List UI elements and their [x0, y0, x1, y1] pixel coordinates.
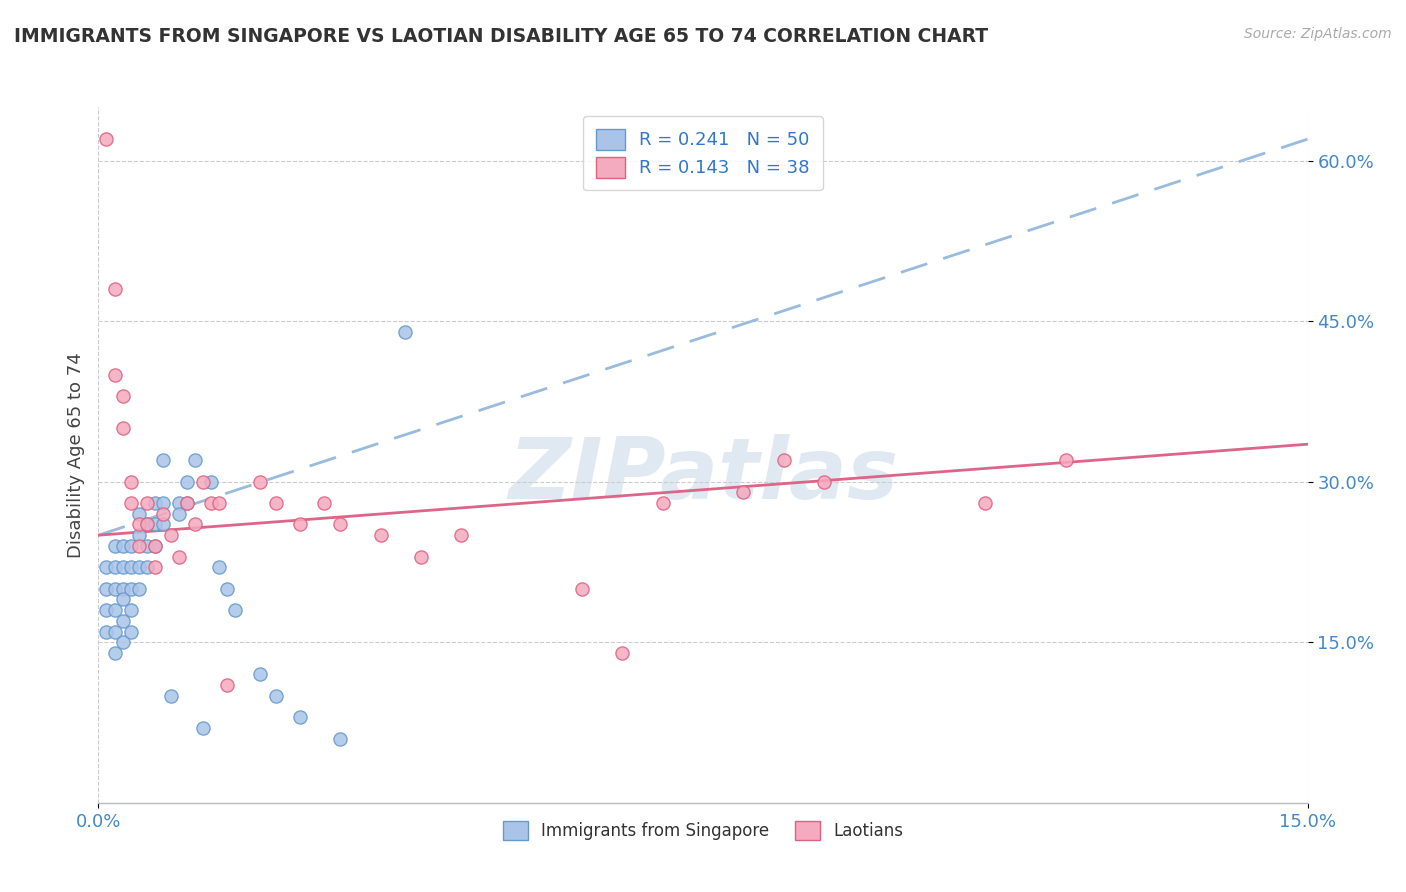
Point [329, 731, 352, 746]
Point [111, 539, 134, 553]
Point [120, 560, 142, 574]
Point [128, 507, 150, 521]
Point [571, 582, 593, 596]
Point [128, 582, 150, 596]
Point [96, 603, 118, 617]
Point [193, 721, 215, 735]
Point [120, 624, 142, 639]
Legend: Immigrants from Singapore, Laotians: Immigrants from Singapore, Laotians [496, 814, 910, 847]
Point [160, 528, 183, 542]
Point [314, 496, 336, 510]
Point [1054, 453, 1077, 467]
Point [103, 368, 125, 382]
Point [103, 560, 125, 574]
Point [143, 539, 166, 553]
Point [224, 603, 246, 617]
Point [103, 539, 125, 553]
Point [733, 485, 755, 500]
Text: ZIPatlas: ZIPatlas [508, 434, 898, 517]
Point [249, 475, 271, 489]
Point [111, 421, 134, 435]
Point [111, 389, 134, 403]
Point [96, 560, 118, 574]
Point [651, 496, 673, 510]
Point [120, 475, 142, 489]
Y-axis label: Disability Age 65 to 74: Disability Age 65 to 74 [66, 352, 84, 558]
Point [813, 475, 835, 489]
Point [111, 635, 134, 649]
Point [128, 560, 150, 574]
Point [111, 560, 134, 574]
Point [612, 646, 634, 660]
Point [184, 453, 207, 467]
Point [167, 507, 190, 521]
Point [152, 453, 174, 467]
Point [167, 549, 190, 564]
Point [143, 517, 166, 532]
Point [217, 582, 239, 596]
Point [152, 507, 174, 521]
Point [208, 496, 231, 510]
Point [135, 539, 157, 553]
Point [160, 689, 183, 703]
Point [128, 517, 150, 532]
Point [217, 678, 239, 692]
Point [394, 325, 416, 339]
Point [143, 539, 166, 553]
Point [135, 496, 157, 510]
Point [103, 646, 125, 660]
Point [103, 624, 125, 639]
Point [200, 475, 222, 489]
Point [128, 539, 150, 553]
Point [143, 496, 166, 510]
Text: Source: ZipAtlas.com: Source: ZipAtlas.com [1244, 27, 1392, 41]
Point [264, 496, 287, 510]
Point [264, 689, 287, 703]
Point [329, 517, 352, 532]
Point [96, 582, 118, 596]
Point [120, 539, 142, 553]
Point [135, 560, 157, 574]
Point [96, 132, 118, 146]
Point [450, 528, 472, 542]
Point [974, 496, 997, 510]
Point [103, 603, 125, 617]
Point [120, 603, 142, 617]
Point [128, 528, 150, 542]
Point [152, 496, 174, 510]
Point [103, 582, 125, 596]
Text: IMMIGRANTS FROM SINGAPORE VS LAOTIAN DISABILITY AGE 65 TO 74 CORRELATION CHART: IMMIGRANTS FROM SINGAPORE VS LAOTIAN DIS… [14, 27, 988, 45]
Point [249, 667, 271, 681]
Point [208, 560, 231, 574]
Point [120, 582, 142, 596]
Point [167, 496, 190, 510]
Point [120, 496, 142, 510]
Point [176, 496, 198, 510]
Point [193, 475, 215, 489]
Point [111, 582, 134, 596]
Point [103, 282, 125, 296]
Point [152, 517, 174, 532]
Point [409, 549, 432, 564]
Point [288, 710, 311, 724]
Point [176, 475, 198, 489]
Point [96, 624, 118, 639]
Point [370, 528, 392, 542]
Point [111, 614, 134, 628]
Point [184, 517, 207, 532]
Point [111, 592, 134, 607]
Point [135, 517, 157, 532]
Point [288, 517, 311, 532]
Point [772, 453, 794, 467]
Point [200, 496, 222, 510]
Point [135, 517, 157, 532]
Point [143, 560, 166, 574]
Point [176, 496, 198, 510]
